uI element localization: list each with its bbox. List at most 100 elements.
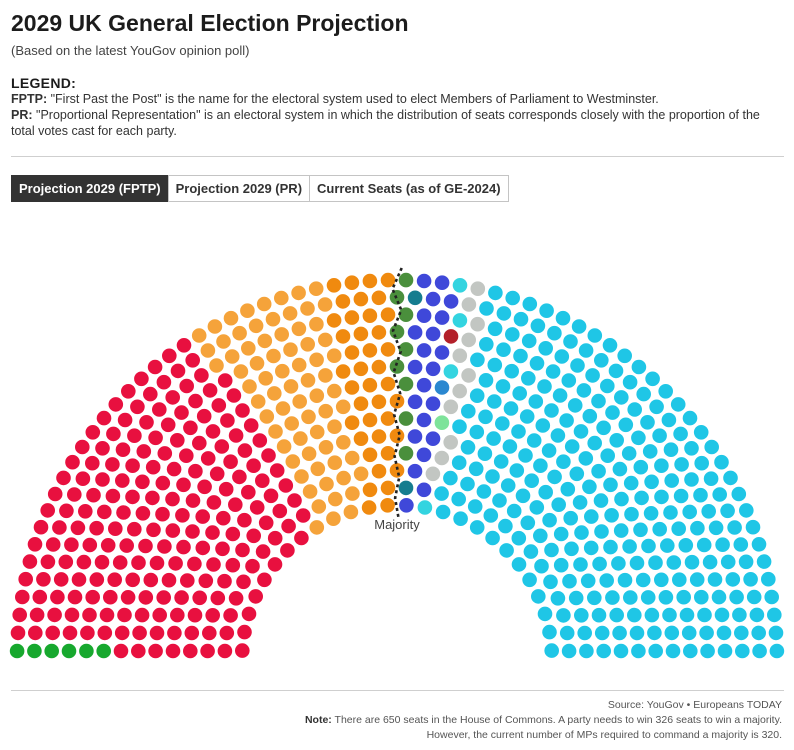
seat-dot <box>541 443 557 458</box>
seat-dot <box>519 409 535 424</box>
seat-dot <box>732 607 747 623</box>
seat-dot <box>255 544 271 559</box>
seat-dot <box>245 558 260 574</box>
tab-bar: Projection 2029 (FPTP) Projection 2029 (… <box>11 175 509 202</box>
seat-dot <box>521 333 537 349</box>
seat-dot <box>434 275 450 290</box>
seat-dot <box>61 643 77 659</box>
seat-dot <box>241 341 256 356</box>
seat-dot <box>712 487 727 502</box>
seat-dot <box>509 463 525 478</box>
seat-dot <box>460 440 476 455</box>
seat-dot <box>95 472 110 487</box>
seat-dot <box>476 484 492 499</box>
seat-dot <box>267 386 282 401</box>
seat-dot <box>318 368 333 383</box>
seat-dot <box>553 526 569 542</box>
seat-dot <box>768 625 784 641</box>
seat-dot <box>28 625 43 641</box>
seat-dot <box>311 499 327 514</box>
seat-dot <box>635 572 651 588</box>
seat-dot <box>114 625 130 641</box>
seat-dot <box>96 643 111 659</box>
seat-dot <box>629 555 645 571</box>
tab-projection-fptp[interactable]: Projection 2029 (FPTP) <box>11 175 169 202</box>
seat-dot <box>696 537 712 553</box>
seat-dot <box>165 523 181 538</box>
seat-dot <box>344 380 360 395</box>
seat-dot <box>593 493 609 508</box>
seat-dot <box>205 608 220 623</box>
seat-dot <box>416 273 432 289</box>
seat-dot <box>195 540 211 556</box>
legend-pr: PR: "Proportional Representation" is an … <box>11 107 781 139</box>
seat-dot <box>585 368 600 383</box>
seat-dot <box>470 281 486 296</box>
seat-dot <box>134 371 149 387</box>
seat-dot <box>389 463 405 478</box>
seat-dot <box>145 459 161 475</box>
seat-dot <box>461 403 476 419</box>
seat-dot <box>633 522 648 538</box>
seat-dot <box>130 399 145 415</box>
seat-dot <box>248 589 263 604</box>
seat-dot <box>143 572 159 588</box>
seat-dot <box>533 528 548 544</box>
seat-dot <box>139 415 154 430</box>
seat-dot <box>389 324 405 340</box>
seat-dot <box>407 463 423 479</box>
seat-dot <box>703 471 719 487</box>
seat-dot <box>344 275 360 290</box>
seat-dot <box>85 425 101 440</box>
seat-dot <box>309 352 324 368</box>
seat-dot <box>658 384 673 399</box>
seat-dot <box>407 394 423 410</box>
seat-dot <box>544 542 559 558</box>
seat-dot <box>103 589 118 605</box>
seat-dot <box>605 590 620 605</box>
seat-dot <box>488 285 503 301</box>
seat-dot <box>242 379 257 394</box>
seat-dot <box>174 590 189 605</box>
seat-dot <box>293 431 308 446</box>
seat-dot <box>117 412 133 428</box>
seat-dot <box>291 285 306 301</box>
seat-dot <box>309 316 324 332</box>
seat-dot <box>485 530 500 546</box>
seat-dot <box>79 643 94 659</box>
seat-dot <box>720 554 736 570</box>
seat-dot <box>294 530 309 546</box>
seat-dot <box>233 364 249 379</box>
seat-dot <box>550 591 566 606</box>
seat-dot <box>117 607 132 623</box>
seat-dot <box>761 571 776 587</box>
seat-dot <box>764 589 779 605</box>
seat-dot <box>97 625 113 641</box>
seat-dot <box>643 506 659 521</box>
seat-dot <box>125 489 140 505</box>
seat-dot <box>573 424 589 439</box>
seat-dot <box>470 316 485 332</box>
seat-dot <box>520 515 536 531</box>
seat-dot <box>344 310 360 325</box>
footer-divider <box>11 690 784 691</box>
seat-dot <box>131 643 146 659</box>
seat-dot <box>425 361 441 377</box>
seat-dot <box>235 542 250 558</box>
tab-projection-pr[interactable]: Projection 2029 (PR) <box>167 175 311 202</box>
seat-dot <box>256 296 272 312</box>
seat-dot <box>542 624 557 640</box>
seat-dot <box>435 504 451 520</box>
tab-current-seats[interactable]: Current Seats (as of GE-2024) <box>309 175 509 202</box>
seat-dot <box>318 332 333 348</box>
seat-dot <box>539 303 554 318</box>
seat-dot <box>564 439 580 454</box>
seat-dot <box>665 643 681 659</box>
seat-dot <box>278 478 294 493</box>
seat-dot <box>258 515 274 531</box>
seat-dot <box>241 484 256 500</box>
seat-dot <box>191 328 207 343</box>
seat-dot <box>577 625 592 641</box>
seat-dot <box>729 589 744 605</box>
seat-dot <box>56 470 71 486</box>
